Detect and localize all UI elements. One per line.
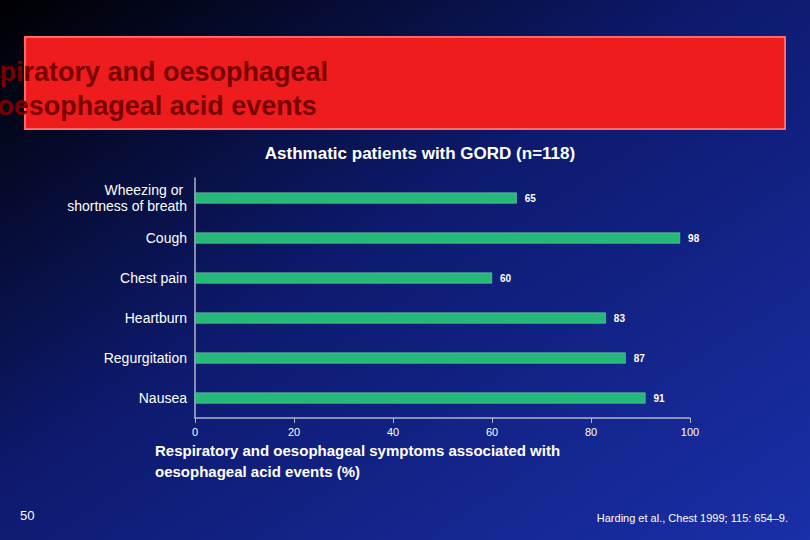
svg-text:shortness of breath: shortness of breath xyxy=(67,198,187,214)
svg-text:Harding et al., Chest 1999; 11: Harding et al., Chest 1999; 115: 654–9. xyxy=(597,512,788,524)
svg-text:91: 91 xyxy=(653,393,665,404)
svg-text:Correlation of respiratory and: Correlation of respiratory and oesophage… xyxy=(0,57,336,87)
svg-text:60: 60 xyxy=(486,426,498,438)
svg-text:83: 83 xyxy=(614,313,626,324)
svg-text:50: 50 xyxy=(20,508,34,523)
svg-text:Wheezing or: Wheezing or xyxy=(105,182,187,198)
svg-text:Chest pain: Chest pain xyxy=(120,270,187,286)
svg-text:0: 0 xyxy=(192,426,198,438)
svg-text:Regurgitation: Regurgitation xyxy=(104,350,187,366)
svg-text:oesophageal acid events (%): oesophageal acid events (%) xyxy=(155,463,360,480)
svg-text:Respiratory and oesophageal sy: Respiratory and oesophageal symptoms ass… xyxy=(155,442,564,459)
svg-text:80: 80 xyxy=(585,426,597,438)
svg-text:20: 20 xyxy=(288,426,300,438)
svg-text:87: 87 xyxy=(634,353,646,364)
svg-text:symptoms with oesophageal acid: symptoms with oesophageal acid events xyxy=(0,91,317,121)
svg-text:100: 100 xyxy=(681,426,699,438)
svg-text:65: 65 xyxy=(525,193,537,204)
svg-text:Heartburn: Heartburn xyxy=(125,310,187,326)
svg-text:Nausea: Nausea xyxy=(139,390,187,406)
svg-text:40: 40 xyxy=(387,426,399,438)
svg-text:Asthmatic patients with GORD (: Asthmatic patients with GORD (n=118) xyxy=(265,144,575,163)
svg-text:60: 60 xyxy=(500,273,512,284)
svg-text:98: 98 xyxy=(688,233,700,244)
svg-text:Cough: Cough xyxy=(146,230,187,246)
